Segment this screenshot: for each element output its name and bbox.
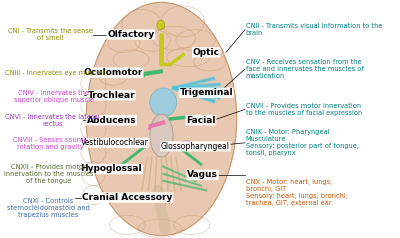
Text: CNVI - Innervates the lateral
rectus: CNVI - Innervates the lateral rectus: [5, 114, 100, 127]
Text: Vagus: Vagus: [187, 170, 218, 179]
Text: CNVIII - Senses sound,
rotation and gravity: CNVIII - Senses sound, rotation and grav…: [13, 138, 88, 150]
Text: CNVII - Provides motor innervation
to the muscles of facial expression: CNVII - Provides motor innervation to th…: [246, 103, 362, 116]
Ellipse shape: [150, 114, 173, 157]
Text: Abducens: Abducens: [86, 116, 136, 125]
Text: Trigeminal: Trigeminal: [180, 88, 233, 97]
Text: Vestibulocochlear: Vestibulocochlear: [81, 138, 149, 147]
Text: Optic: Optic: [193, 48, 220, 57]
Ellipse shape: [86, 2, 237, 236]
Ellipse shape: [150, 88, 177, 117]
Text: Glossopharyngeal: Glossopharyngeal: [161, 142, 230, 151]
Text: CNI - Transmits the sense
of smell: CNI - Transmits the sense of smell: [8, 28, 93, 41]
Ellipse shape: [179, 141, 194, 147]
Text: CNX - Motor: heart, lungs,
bronchi, GIT
Sensory: heart, lungs, bronchi,
trachea,: CNX - Motor: heart, lungs, bronchi, GIT …: [246, 179, 347, 206]
Text: Oculomotor: Oculomotor: [84, 68, 143, 77]
Text: Cranial Accessory: Cranial Accessory: [82, 193, 173, 202]
Text: CNXII - Provides motor
innervation to the muscles
of the tongue: CNXII - Provides motor innervation to th…: [4, 164, 93, 184]
Text: Olfactory: Olfactory: [107, 30, 155, 39]
Text: CNIV - Innervates the
superior oblique muscle: CNIV - Innervates the superior oblique m…: [14, 90, 94, 103]
Text: CNII - Transmits visual information to the
brain: CNII - Transmits visual information to t…: [246, 23, 382, 36]
Text: Hypoglossal: Hypoglossal: [80, 164, 142, 174]
Text: Facial: Facial: [186, 116, 216, 125]
Text: CNIX - Motor: Pharyngeal
Musculature
Sensory: posterior part of tongue,
tonsil, : CNIX - Motor: Pharyngeal Musculature Sen…: [246, 129, 358, 156]
Text: CNXI - Controls
sternocleidomastoid and
trapezius muscles: CNXI - Controls sternocleidomastoid and …: [7, 198, 90, 218]
Text: Trochlear: Trochlear: [88, 91, 135, 100]
Ellipse shape: [157, 20, 165, 30]
Text: CNIII - Innervates eye muscles: CNIII - Innervates eye muscles: [5, 69, 106, 76]
Text: CNV - Receives sensation from the
face and innervates the muscles of
mastication: CNV - Receives sensation from the face a…: [246, 59, 363, 79]
